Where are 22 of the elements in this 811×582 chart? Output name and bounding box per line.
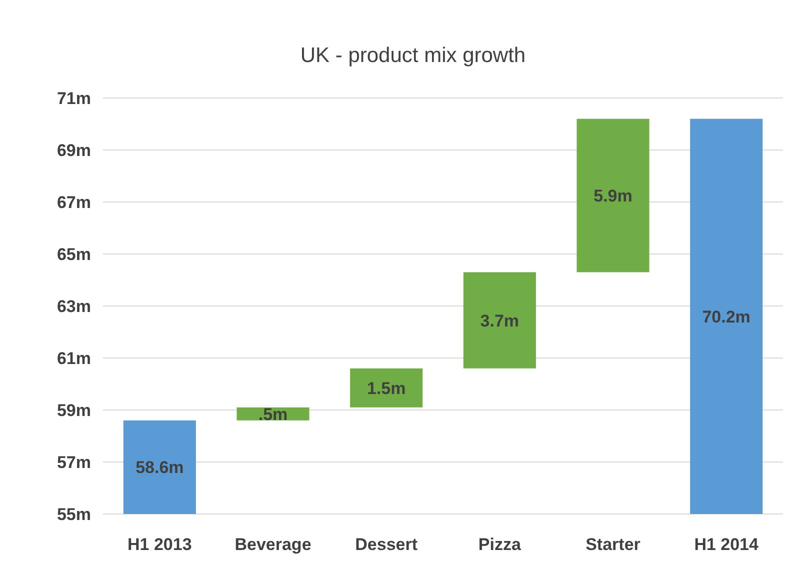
data-label: 5.9m — [594, 186, 632, 206]
x-tick-label: Beverage — [234, 535, 312, 554]
y-tick-label: 67m — [56, 193, 91, 212]
y-tick-label: 63m — [56, 297, 91, 316]
x-tick-label: Starter — [586, 535, 641, 554]
y-tick-label: 61m — [56, 349, 91, 368]
y-tick-label: 71m — [56, 89, 91, 108]
y-tick-label: 59m — [56, 401, 91, 420]
x-tick-label: H1 2013 — [128, 535, 192, 554]
y-tick-label: 57m — [56, 453, 91, 472]
data-label: .5m — [258, 404, 288, 424]
x-tick-label: H1 2014 — [694, 535, 760, 554]
y-tick-label: 55m — [56, 505, 91, 524]
x-tick-label: Pizza — [478, 535, 522, 554]
x-tick-label: Dessert — [355, 535, 418, 554]
data-label: 70.2m — [702, 307, 750, 326]
data-label: 58.6m — [136, 458, 184, 478]
y-tick-label: 65m — [56, 245, 91, 264]
data-label: 3.7m — [480, 311, 520, 330]
y-tick-label: 69m — [56, 141, 91, 160]
chart-title: UK - product mix growth — [300, 44, 526, 67]
data-label: 1.5m — [366, 378, 406, 398]
